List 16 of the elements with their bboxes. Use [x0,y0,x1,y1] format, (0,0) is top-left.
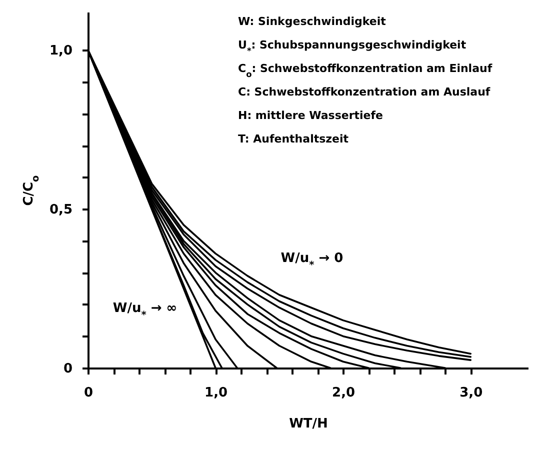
annotation: C$_{o}$: Schwebstoffkonzentration am Einlauf [238,62,492,79]
y-tick-label: 0,5 [49,202,72,218]
annotation: W/u$_{*}$ → 0 [280,251,344,270]
annotation: H: mittlere Wassertiefe [238,109,384,122]
x-tick-label: 2,0 [332,386,356,400]
x-axis-title: WT/H [289,416,328,432]
annotation: U$_{*}$: Schubspannungsgeschwindigkeit [238,38,466,56]
x-tick-label: 0 [84,386,94,400]
x-tick-label: 1,0 [204,386,228,400]
annotation: W/u$_{*}$ → ∞ [112,301,178,320]
x-tick-label: 3,0 [460,386,483,400]
annotation: C: Schwebstoffkonzentration am Auslauf [238,86,490,98]
annotation: W: Sinkgeschwindigkeit [238,15,386,28]
annotation: T: Aufenthaltszeit [238,132,349,146]
y-tick-label: 1,0 [49,44,72,59]
y-tick-label: 0 [63,362,72,376]
